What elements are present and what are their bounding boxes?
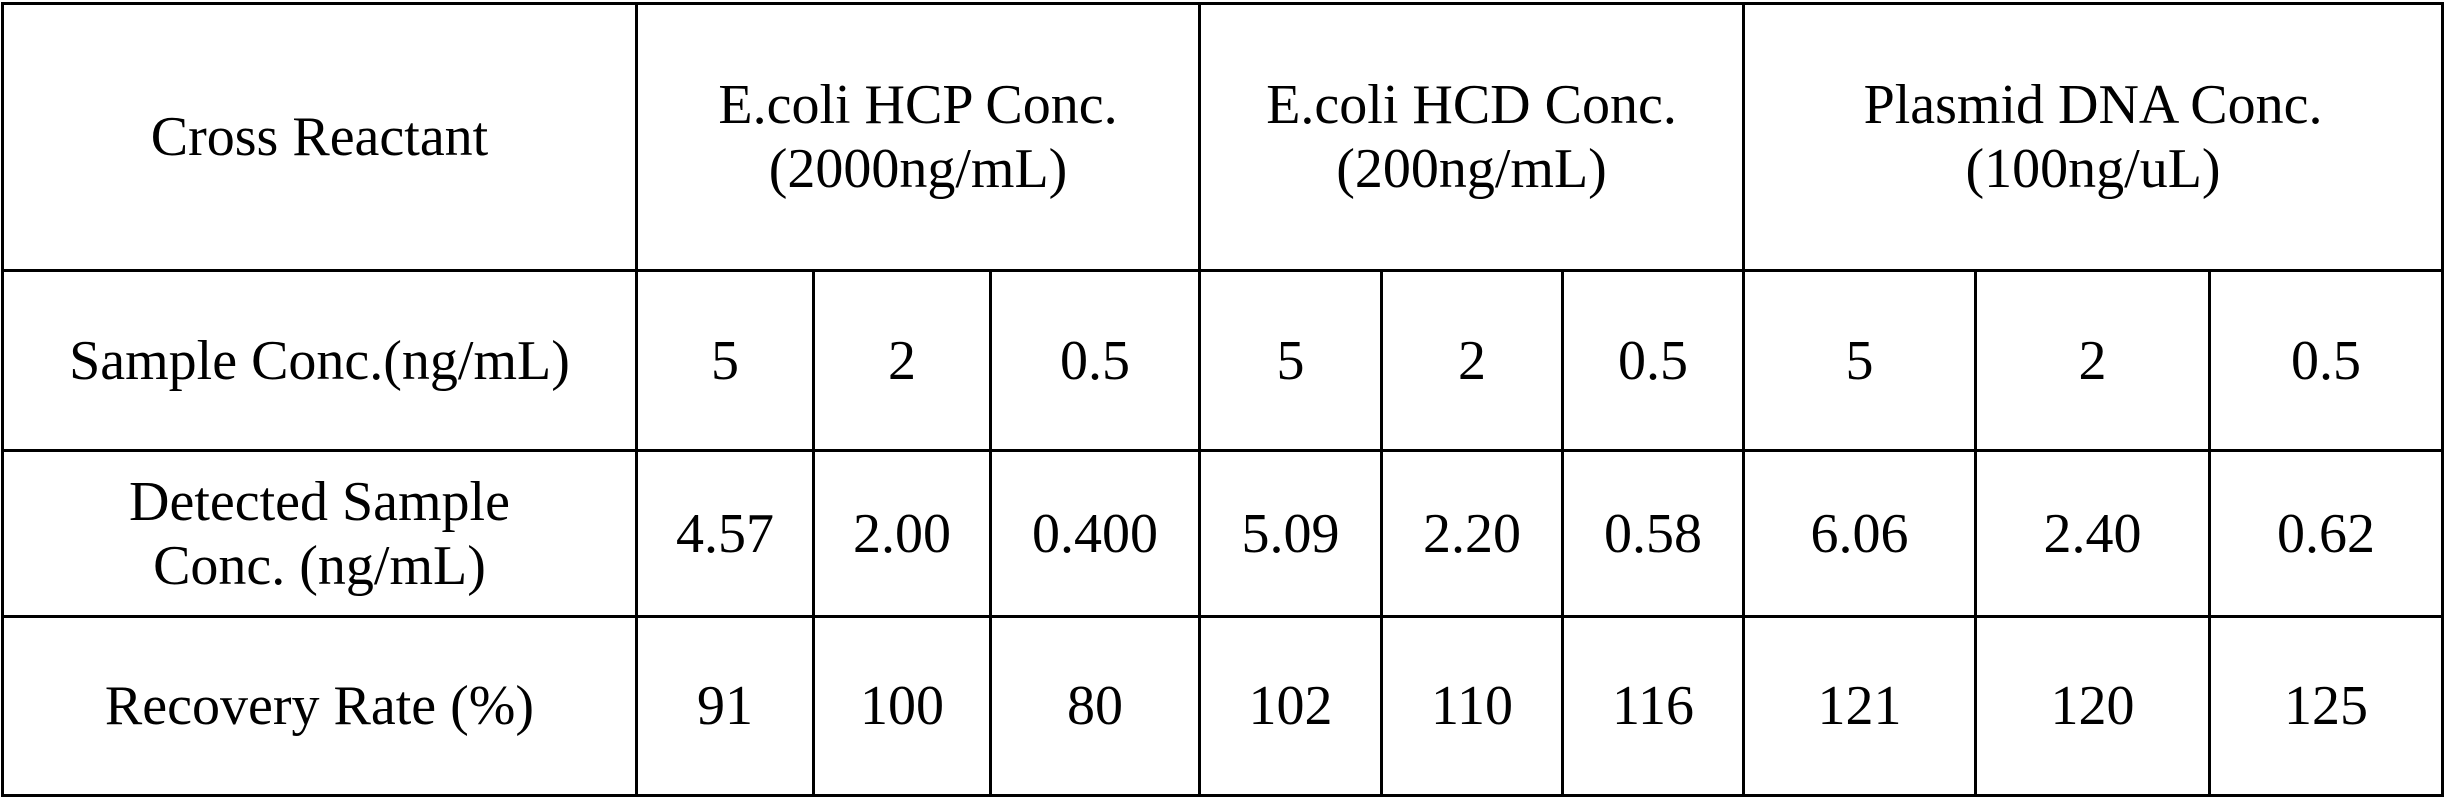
data-row: Sample Conc.(ng/mL) 5 2 0.5 5 2 0.5 5 2 0.5 (1, 269, 2444, 452)
data-row: Recovery Rate (%) 91 100 80 102 110 116 121 120 1… (1, 615, 2444, 797)
data-row: Detected Sample Conc. (ng/mL) 4.57 2.00 0.40… (1, 449, 2444, 618)
value-cell: 2.40 (1974, 449, 2212, 618)
value-cell: 0.5 (1561, 269, 1746, 452)
cell-text: E.coli HCP Conc. (718, 74, 1118, 136)
value-cell: 5 (1198, 269, 1384, 452)
value-cell: 120 (1974, 615, 2212, 797)
row-label: Recovery Rate (%) (1, 615, 638, 797)
value-cell: 2.00 (812, 449, 992, 618)
cell-text: Detected Sample (129, 470, 510, 533)
value-cell: 80 (988, 615, 1202, 797)
value-cell: 0.400 (988, 449, 1202, 618)
value-cell: 125 (2208, 615, 2444, 797)
value-cell: 2 (812, 269, 992, 452)
cell-text: (100ng/uL) (1965, 138, 2221, 200)
value-cell: 5 (635, 269, 815, 452)
value-cell: 2 (1380, 269, 1565, 452)
value-cell: 0.58 (1561, 449, 1746, 618)
cell-text: Conc. (ng/mL) (153, 534, 486, 597)
header-row: Cross Reactant E.coli HCP Conc. (2000ng/mL… (1, 2, 2444, 272)
value-cell: 2 (1974, 269, 2212, 452)
value-cell: 4.57 (635, 449, 815, 618)
value-cell: 91 (635, 615, 815, 797)
cell-text: (200ng/mL) (1336, 138, 1607, 200)
value-cell: 6.06 (1742, 449, 1978, 618)
cell-text: Cross Reactant (150, 106, 489, 168)
value-cell: 116 (1561, 615, 1746, 797)
cell-text: (2000ng/mL) (768, 138, 1068, 200)
value-cell: 2.20 (1380, 449, 1565, 618)
value-cell: 121 (1742, 615, 1978, 797)
cell-text: Plasmid DNA Conc. (1863, 74, 2323, 136)
value-cell: 0.62 (2208, 449, 2444, 618)
cell-text: E.coli HCD Conc. (1266, 74, 1677, 136)
row-label: Sample Conc.(ng/mL) (1, 269, 638, 452)
row-label: Detected Sample Conc. (ng/mL) (1, 449, 638, 618)
value-cell: 102 (1198, 615, 1384, 797)
value-cell: 110 (1380, 615, 1565, 797)
header-cell: E.coli HCD Conc. (200ng/mL) (1198, 2, 1746, 272)
cell-text: Recovery Rate (%) (104, 675, 535, 737)
value-cell: 100 (812, 615, 992, 797)
cell-text: Sample Conc.(ng/mL) (69, 329, 570, 392)
value-cell: 5 (1742, 269, 1978, 452)
value-cell: 0.5 (2208, 269, 2444, 452)
header-cell: Plasmid DNA Conc. (100ng/uL) (1742, 2, 2444, 272)
value-cell: 5.09 (1198, 449, 1384, 618)
header-cell: Cross Reactant (1, 2, 638, 272)
header-cell: E.coli HCP Conc. (2000ng/mL) (634, 2, 1202, 272)
value-cell: 0.5 (988, 269, 1202, 452)
